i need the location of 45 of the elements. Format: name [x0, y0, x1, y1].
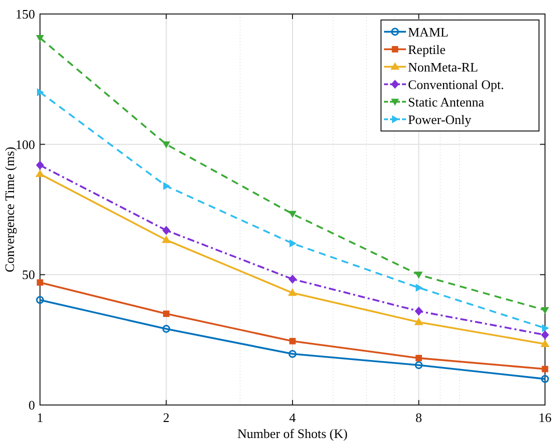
- x-tick-label: 4: [289, 410, 296, 425]
- legend-label: NonMeta-RL: [408, 59, 478, 74]
- y-tick-label: 100: [16, 136, 35, 152]
- x-tick-label: 8: [416, 410, 422, 425]
- point: [163, 310, 170, 317]
- point: [541, 307, 549, 314]
- point: [288, 350, 296, 358]
- legend-label: Static Antenna: [408, 94, 484, 110]
- point: [414, 361, 423, 370]
- x-tick-label: 16: [538, 410, 552, 425]
- legend-label: Power-Only: [408, 112, 472, 127]
- point: [288, 288, 297, 296]
- x-tick-label: 1: [36, 410, 44, 425]
- x-axis-title: Number of Shots (K): [237, 426, 348, 441]
- point: [414, 272, 423, 279]
- y-axis-title: Convergence Time (ms): [2, 146, 17, 272]
- point: [163, 182, 170, 190]
- y-tick-label: 0: [28, 398, 35, 412]
- point: [416, 354, 422, 362]
- point: [540, 340, 550, 348]
- point: [36, 170, 44, 178]
- point: [542, 324, 549, 332]
- point: [162, 141, 170, 148]
- point: [288, 274, 296, 284]
- point: [289, 338, 296, 344]
- point: [414, 318, 424, 326]
- point: [162, 226, 170, 235]
- legend-label: Conventional Opt.: [408, 76, 504, 92]
- y-tick-label: 150: [16, 6, 35, 22]
- point: [37, 88, 44, 96]
- legend-label: Reptile: [408, 42, 446, 57]
- point: [288, 210, 296, 218]
- legend-label: MAML: [408, 24, 449, 40]
- point: [36, 160, 44, 170]
- point: [541, 330, 549, 340]
- point: [290, 239, 296, 248]
- point: [414, 306, 423, 316]
- point: [541, 374, 549, 383]
- point: [416, 284, 423, 292]
- point: [162, 324, 170, 333]
- x-tick-label: 2: [163, 410, 170, 425]
- y-tick-label: 50: [22, 267, 35, 282]
- point: [162, 236, 171, 243]
- point: [36, 34, 44, 42]
- point: [36, 296, 44, 304]
